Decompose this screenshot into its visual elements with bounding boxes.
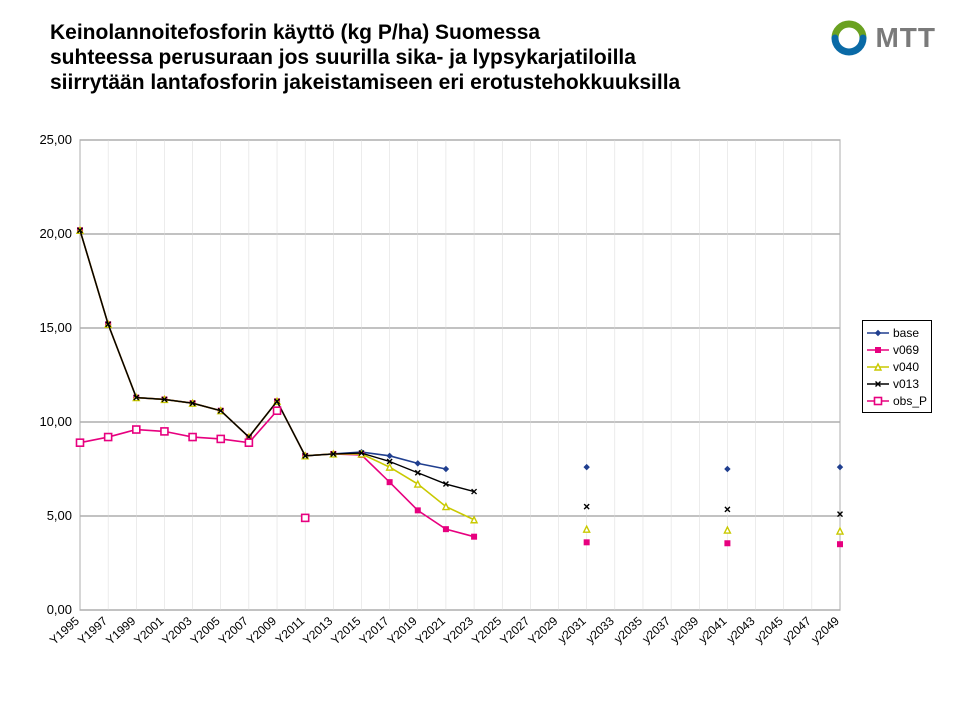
series-marker-v069 [387, 480, 392, 485]
x-tick-label: Y1997 [75, 614, 110, 648]
x-tick-label: y2035 [611, 614, 645, 646]
title-line-1: Keinolannoitefosforin käyttö (kg P/ha) S… [50, 20, 750, 45]
x-tick-label: y2037 [639, 614, 673, 646]
x-tick-label: y2043 [724, 614, 758, 646]
chart-legend: base v069 v040 v013 obs_P [862, 320, 932, 413]
x-tick-label: Y2017 [356, 614, 391, 648]
x-tick-label: Y2029 [525, 614, 560, 648]
legend-swatch [867, 378, 889, 390]
chart-svg: 0,00 5,00 10,00 15,00 20,00 25,00 Y1995Y1997Y1… [20, 130, 850, 675]
chart-area: 0,00 5,00 10,00 15,00 20,00 25,00 Y1995Y1997Y1… [20, 130, 850, 675]
series-marker-v069 [472, 534, 477, 539]
brand-logo: MTT [829, 18, 936, 58]
x-tick-label: Y2023 [441, 614, 476, 648]
legend-item-v069: v069 [867, 341, 927, 358]
x-tick-label: y2039 [668, 614, 702, 646]
x-tick-label: Y2027 [497, 614, 532, 648]
brand-mark-icon [829, 18, 869, 58]
series-marker-v069 [725, 541, 730, 546]
legend-label: v013 [893, 377, 919, 391]
x-tick-label: y2049 [808, 614, 842, 646]
x-tick-label: Y1999 [103, 614, 138, 648]
series-marker-obs_P [161, 428, 168, 435]
series-marker-obs_P [302, 514, 309, 521]
legend-swatch [867, 344, 889, 356]
series-marker-obs_P [77, 439, 84, 446]
legend-label: obs_P [893, 394, 927, 408]
series-marker-obs_P [133, 426, 140, 433]
series-marker-v069 [415, 508, 420, 513]
x-tick-label: Y2005 [188, 614, 223, 648]
x-tick-label: y2047 [780, 614, 814, 646]
x-tick-label: y2041 [696, 614, 730, 646]
series-marker-v069 [584, 540, 589, 545]
y-tick-label: 5,00 [47, 508, 72, 523]
series-marker-v069 [443, 527, 448, 532]
x-tick-label: Y2003 [159, 614, 194, 648]
legend-item-v040: v040 [867, 358, 927, 375]
series-marker-obs_P [217, 435, 224, 442]
title-line-3: siirrytään lantafosforin jakeistamiseen … [50, 70, 750, 95]
series-marker-obs_P [105, 434, 112, 441]
x-tick-label: Y2025 [469, 614, 504, 648]
legend-swatch [867, 327, 889, 339]
series-marker-v069 [838, 542, 843, 547]
x-tick-label: Y2015 [328, 614, 363, 648]
x-tick-label: Y2001 [131, 614, 166, 648]
legend-label: v040 [893, 360, 919, 374]
plot-border [80, 140, 840, 610]
x-tick-label: Y2007 [216, 614, 251, 648]
y-tick-label: 20,00 [39, 226, 72, 241]
legend-swatch [867, 395, 889, 407]
legend-label: v069 [893, 343, 919, 357]
x-tick-label: Y2013 [300, 614, 335, 648]
y-tick-label: 10,00 [39, 414, 72, 429]
x-tick-label: Y2009 [244, 614, 279, 648]
series-marker-obs_P [189, 434, 196, 441]
title-line-2: suhteessa perusuraan jos suurilla sika- … [50, 45, 750, 70]
x-tick-label: y2031 [555, 614, 589, 646]
x-tick-label: Y2011 [273, 614, 308, 647]
x-tick-label: Y1995 [47, 614, 82, 648]
x-tick-label: y2045 [752, 614, 786, 646]
y-tick-label: 25,00 [39, 132, 72, 147]
x-tick-label: Y2021 [413, 614, 448, 648]
brand-name: MTT [875, 22, 936, 54]
legend-label: base [893, 326, 919, 340]
series-marker-obs_P [245, 439, 252, 446]
legend-item-v013: v013 [867, 375, 927, 392]
y-tick-label: 0,00 [47, 602, 72, 617]
y-tick-label: 15,00 [39, 320, 72, 335]
x-tick-label: y2033 [583, 614, 617, 646]
series-marker-obs_P [274, 407, 281, 414]
legend-item-obs_P: obs_P [867, 392, 927, 409]
legend-item-base: base [867, 324, 927, 341]
legend-swatch [867, 361, 889, 373]
chart-title: Keinolannoitefosforin käyttö (kg P/ha) S… [50, 20, 750, 96]
x-tick-label: Y2019 [385, 614, 420, 648]
